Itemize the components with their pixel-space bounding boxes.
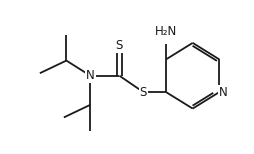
Text: S: S [116,39,123,52]
Text: N: N [86,69,95,82]
Text: N: N [219,86,228,99]
Text: S: S [140,86,147,99]
Text: H₂N: H₂N [155,25,177,38]
